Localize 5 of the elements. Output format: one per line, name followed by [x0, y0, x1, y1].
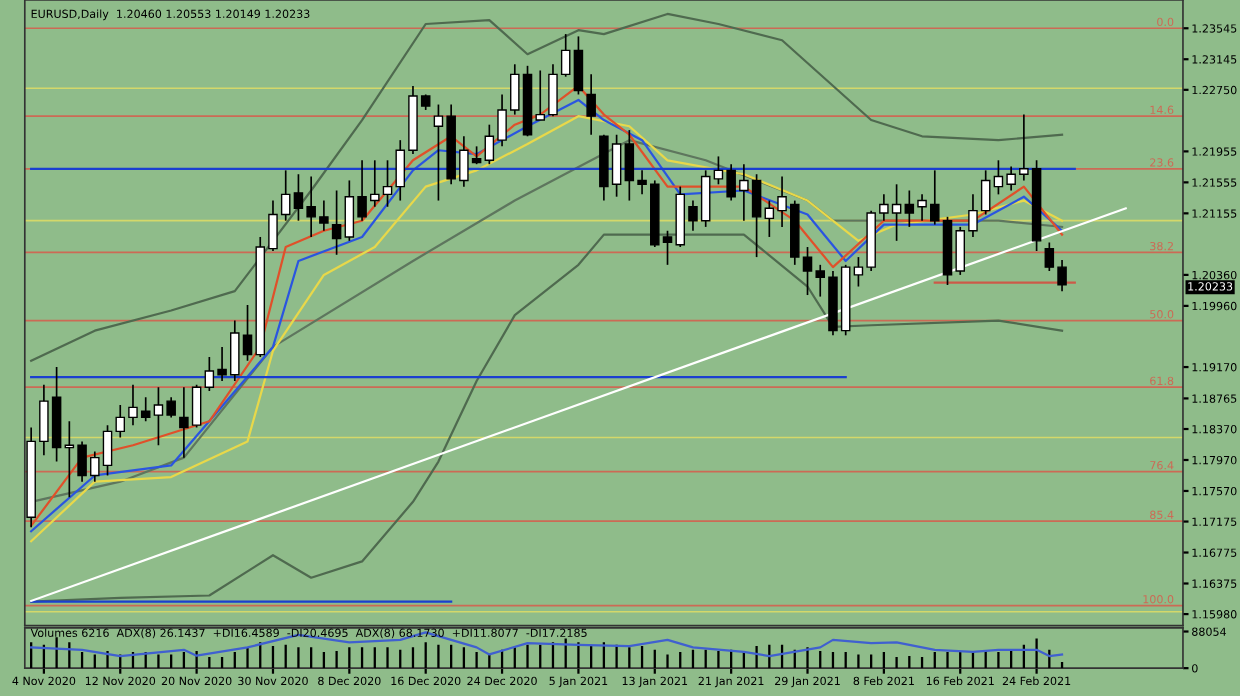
candlestick	[586, 73, 596, 136]
candlestick	[573, 35, 584, 96]
candlestick	[331, 189, 342, 256]
line-series	[30, 631, 1064, 658]
line-series	[30, 12, 1064, 362]
